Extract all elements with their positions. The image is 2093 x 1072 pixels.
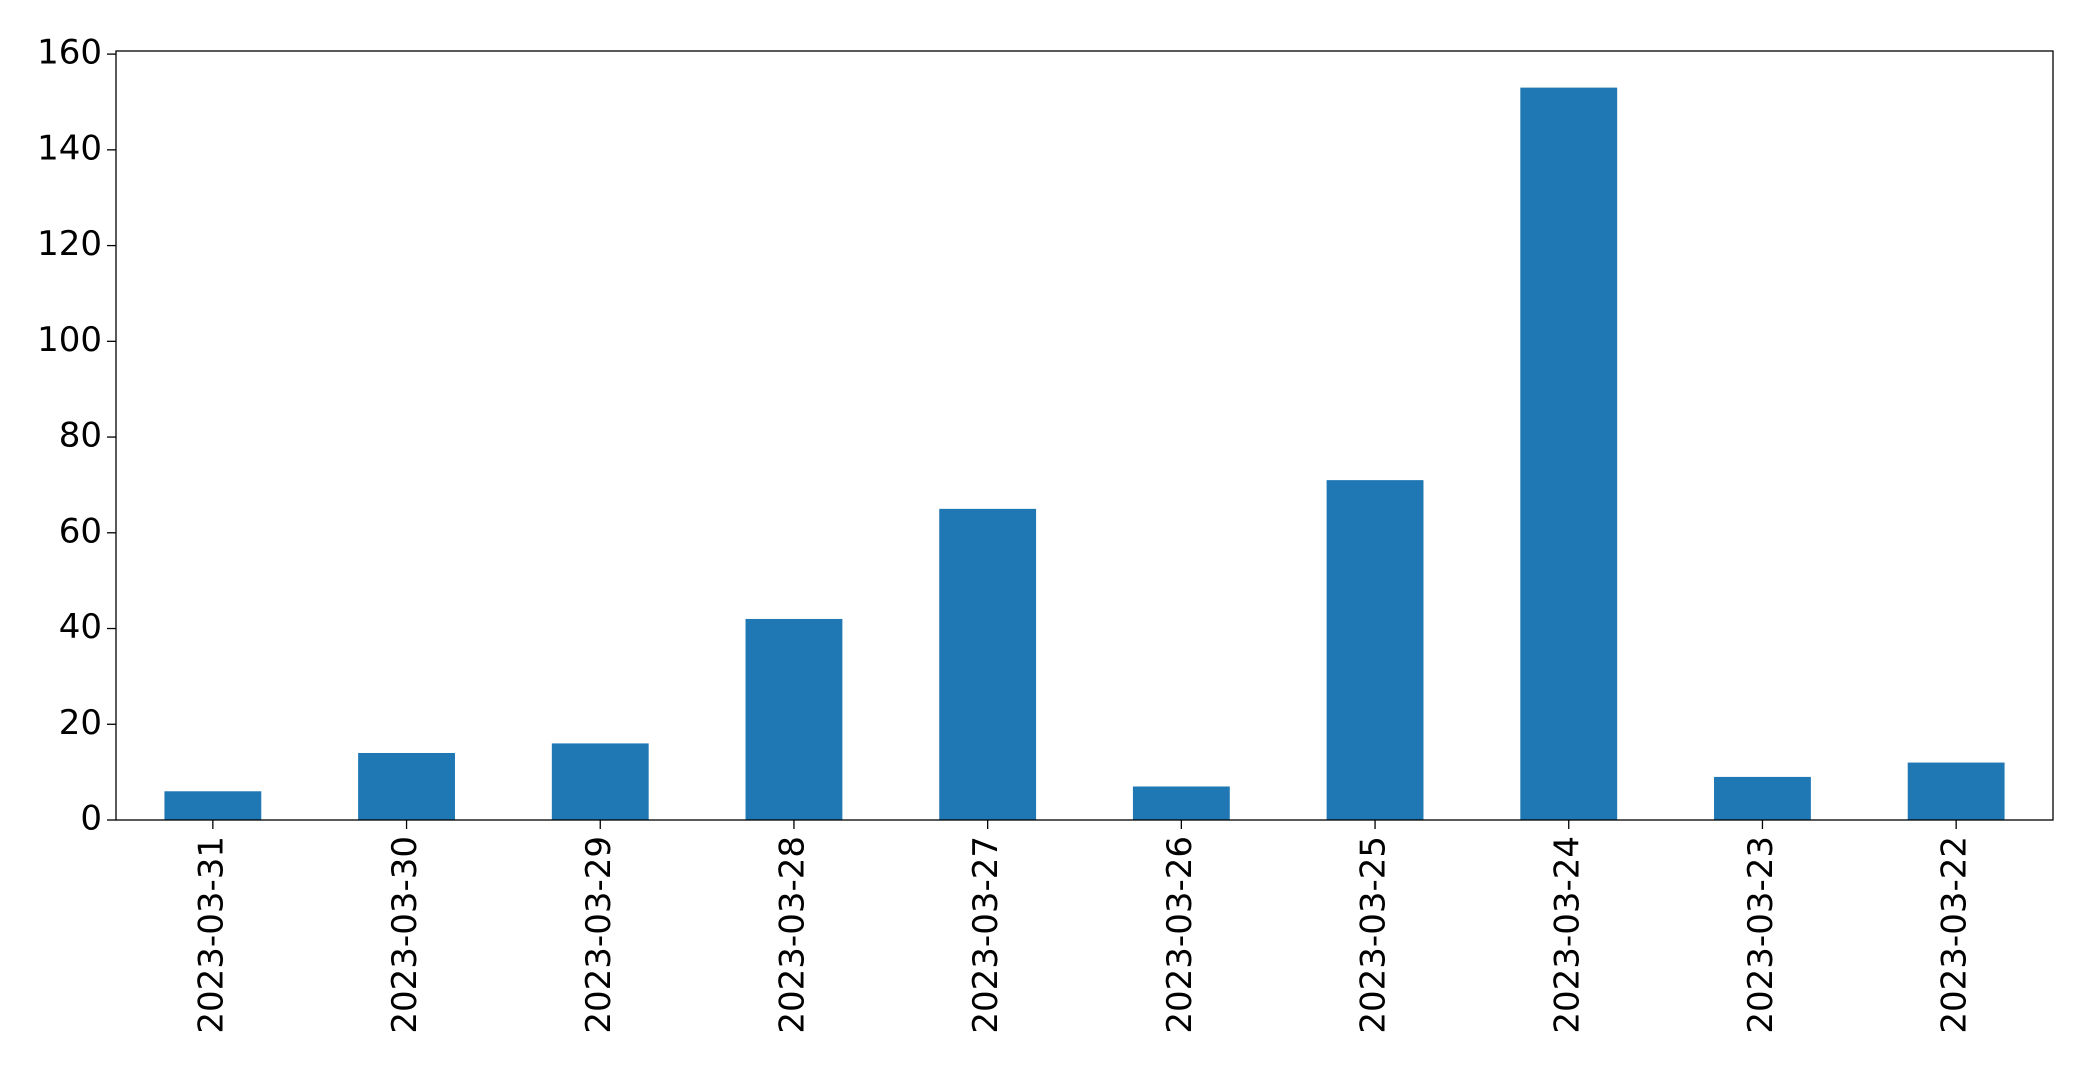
y-tick-label: 20 <box>59 703 102 743</box>
plot-frame <box>115 50 2054 821</box>
bar <box>358 752 455 820</box>
bar <box>1714 776 1811 820</box>
y-tick-label: 0 <box>80 799 102 839</box>
x-tick-label: 2023-03-31 <box>191 836 231 1034</box>
x-tick-label: 2023-03-23 <box>1741 836 1781 1034</box>
bar <box>939 508 1037 820</box>
bar <box>745 618 843 820</box>
bar <box>164 791 262 820</box>
y-tick-label: 100 <box>37 320 102 360</box>
x-tick-label: 2023-03-24 <box>1547 836 1587 1034</box>
x-tick-label: 2023-03-28 <box>772 836 812 1034</box>
x-tick-label: 2023-03-22 <box>1935 836 1975 1034</box>
bar <box>551 743 649 820</box>
bar <box>1520 87 1618 821</box>
y-tick-label: 60 <box>59 511 102 551</box>
bar <box>1907 762 2005 820</box>
y-tick-label: 40 <box>59 607 102 647</box>
y-tick-label: 80 <box>59 416 102 456</box>
x-tick-label: 2023-03-26 <box>1160 836 1200 1034</box>
bar <box>1326 480 1424 820</box>
y-tick-label: 160 <box>37 33 102 73</box>
x-tick-label: 2023-03-27 <box>966 836 1006 1034</box>
x-tick-label: 2023-03-30 <box>385 836 425 1034</box>
x-tick-label: 2023-03-29 <box>579 836 619 1034</box>
y-tick-label: 140 <box>37 128 102 168</box>
x-tick-label: 2023-03-25 <box>1354 836 1394 1034</box>
y-tick-label: 120 <box>37 224 102 264</box>
bar <box>1132 786 1230 820</box>
